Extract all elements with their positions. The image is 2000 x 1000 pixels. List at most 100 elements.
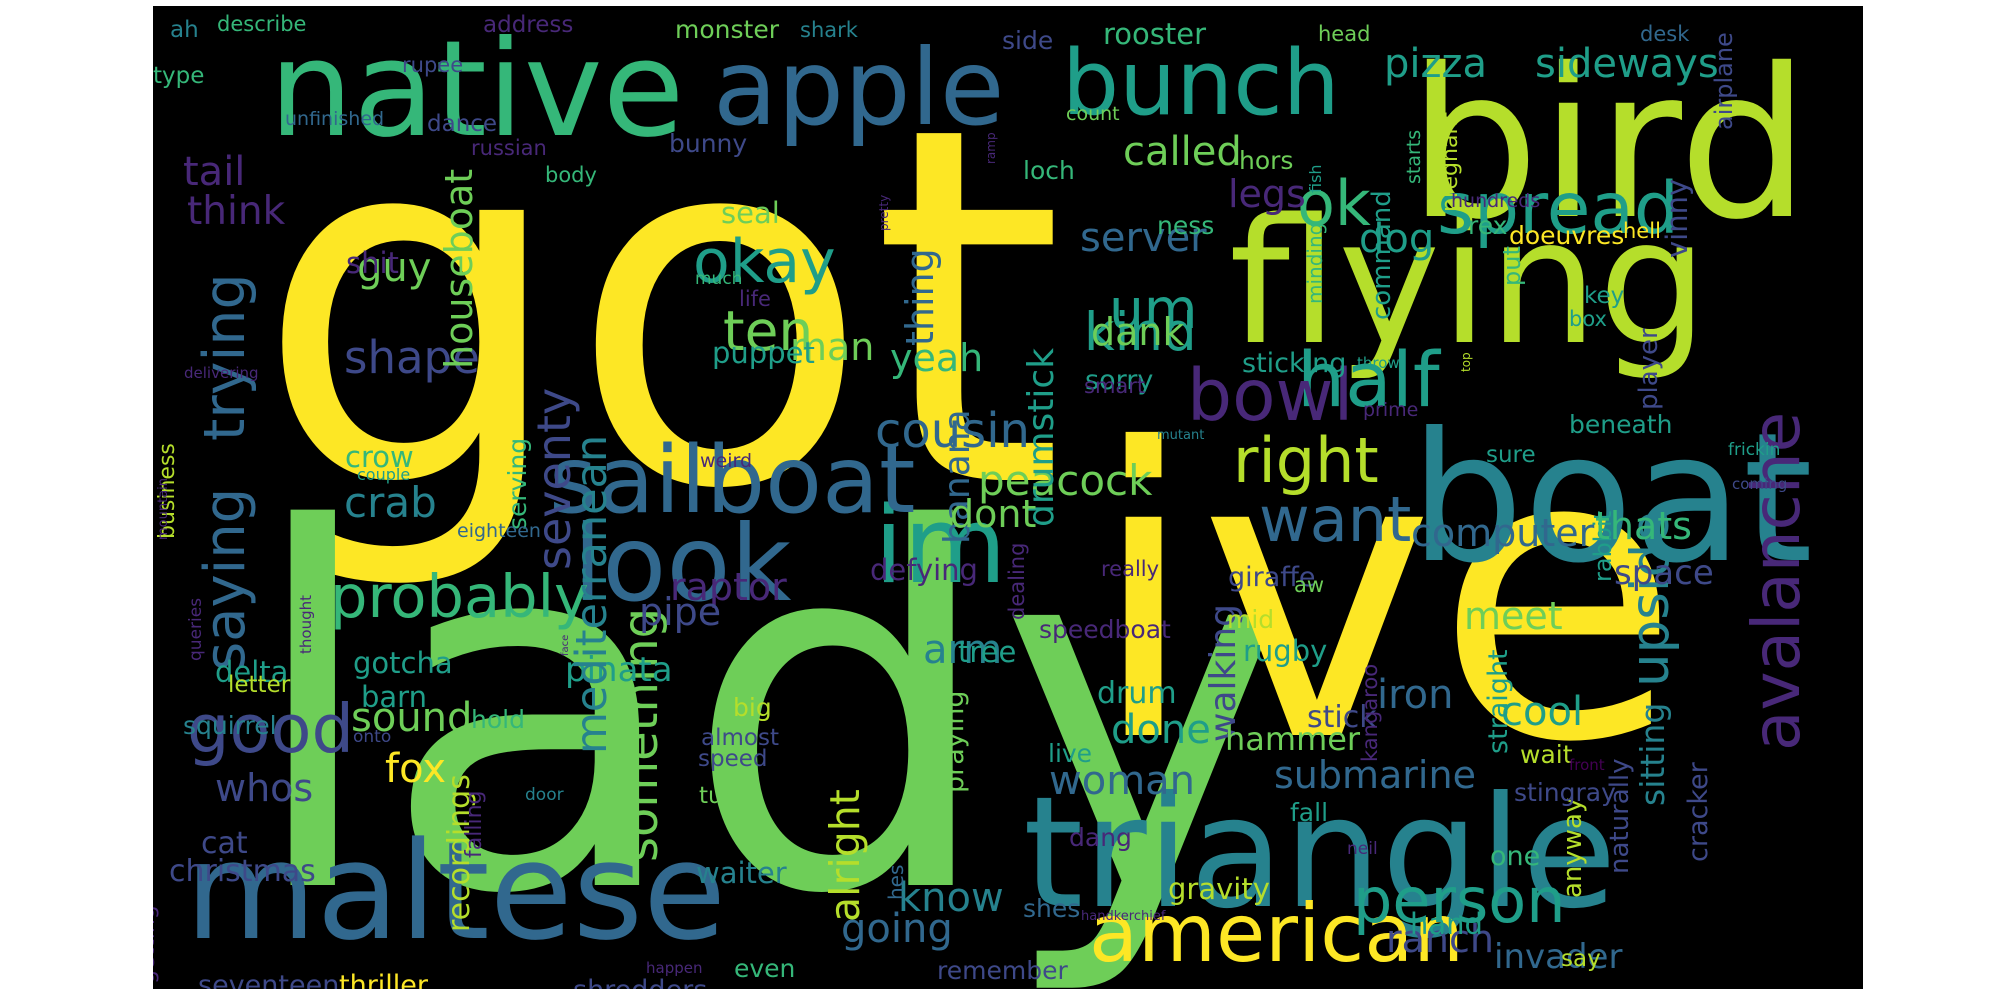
word-legs: legs [1228, 172, 1306, 216]
word-done: done [1111, 707, 1211, 753]
word-saying: saying [193, 488, 258, 671]
word-really: really [1101, 557, 1159, 581]
word-man: man [790, 325, 874, 369]
word-christmas: christmas [169, 854, 316, 889]
word-okay: okay [693, 227, 836, 297]
word-bowl: bowl [1187, 354, 1353, 437]
word-boat: boat [1410, 395, 1813, 603]
word-dang: dang [1069, 823, 1132, 852]
word-wait: wait [1520, 740, 1573, 769]
word-sound: sound [351, 695, 472, 741]
word-dog: dog [1359, 216, 1434, 262]
word-cloud-background [153, 6, 1863, 989]
word-drumstick: drumstick [1021, 348, 1062, 527]
word-apple: apple [713, 27, 1004, 149]
word-aw: aw [1294, 573, 1324, 597]
word-cousin: cousin [875, 403, 1030, 459]
word-kangaroo: kangaroo [1358, 664, 1382, 762]
word-sticking: sticking [1242, 348, 1346, 379]
word-rooster: rooster [1103, 17, 1206, 51]
word-dash: - [958, 6, 985, 35]
word-pipe: pipe [639, 590, 721, 634]
word-shark: shark [800, 18, 859, 42]
word-door: door [525, 785, 564, 805]
word-dash: - [1144, 6, 1171, 35]
word-live: live [1048, 739, 1092, 768]
word-avalanche: avalanche [1738, 412, 1815, 751]
word-life: life [739, 287, 771, 311]
word-mid: mid [1227, 605, 1274, 634]
word-serving: serving [503, 438, 532, 530]
word-mediterranean: mediterranean [567, 435, 617, 754]
word-dont: dont [950, 492, 1036, 536]
word-bunny: bunny [669, 129, 747, 158]
word-smart: smart [1084, 374, 1145, 398]
word-im: im [874, 484, 1007, 607]
word-starts: starts [1403, 130, 1425, 184]
word-delta: delta [215, 655, 288, 689]
word-crab: crab [344, 478, 437, 527]
word-stick: stick [1307, 700, 1377, 735]
word-want: want [1259, 483, 1411, 556]
word-dash: - [585, 6, 612, 35]
word-fall: fall [1290, 798, 1328, 827]
word-meet: meet [1464, 594, 1563, 638]
word-letter: letter [228, 672, 291, 698]
word-mutant: mutant [1157, 428, 1204, 443]
word-straight: straight [1483, 649, 1514, 754]
word-gotcha: gotcha [353, 646, 453, 680]
word-ten: ten [723, 299, 813, 363]
word-pretty: pretty [877, 195, 891, 231]
word-invader: invader [1494, 937, 1622, 977]
word-box: box [1569, 307, 1607, 331]
word-loch: loch [1023, 156, 1075, 185]
word-big: big [733, 693, 772, 722]
word-speedboat: speedboat [1039, 615, 1171, 644]
word-tree: tree [958, 635, 1016, 669]
word-address: address [483, 12, 573, 38]
word-cat: cat [201, 826, 248, 861]
word-business: business [155, 443, 180, 539]
word-ok: ok [1297, 167, 1371, 240]
word-raptor: raptor [670, 565, 787, 609]
word-whos: whos [215, 766, 313, 810]
word-squirrel: squirrel [183, 711, 277, 740]
word-queries: queries [186, 598, 206, 661]
word-trying: trying [192, 273, 258, 441]
word-person: person [1353, 864, 1566, 937]
word-recordings: recordings [442, 774, 477, 932]
word-seventy: seventy [527, 388, 581, 570]
word-couple: couple [357, 465, 410, 484]
word-crow: crow [345, 440, 414, 474]
word-um: um [1109, 277, 1197, 341]
word-walking: walking [1203, 604, 1244, 742]
word-count: count [1066, 103, 1120, 125]
word-dance: dance [427, 111, 497, 137]
word-shape: shape [344, 331, 480, 384]
word-seal: seal [721, 196, 780, 230]
word-prime: prime [1363, 399, 1418, 421]
word-getting: getting [153, 905, 160, 984]
word-alright: alright [821, 789, 869, 922]
word-computer: computer [1411, 511, 1595, 555]
word-monster: monster [675, 15, 780, 44]
word-pizza: pizza [1384, 41, 1487, 87]
word-cracker: cracker [1683, 761, 1714, 862]
word-thing: thing [898, 248, 942, 346]
word-gravity: gravity [1168, 872, 1270, 906]
word-head: head [1318, 22, 1370, 46]
word-desk: desk [1640, 22, 1690, 46]
word-right: right [1233, 424, 1379, 497]
word-sure: sure [1486, 442, 1536, 468]
word-thought: thought [297, 595, 315, 654]
word-bird: bird [1408, 24, 1810, 265]
word-tail: tail [183, 149, 245, 195]
word-spread: spread [1437, 167, 1679, 250]
word-face: face [560, 635, 571, 656]
word-body: body [545, 163, 597, 187]
word-ness: ness [1157, 211, 1214, 240]
word-cool: cool [1501, 689, 1583, 735]
word-frickin: frickin [1728, 440, 1780, 460]
word-ah: ah [170, 17, 199, 43]
